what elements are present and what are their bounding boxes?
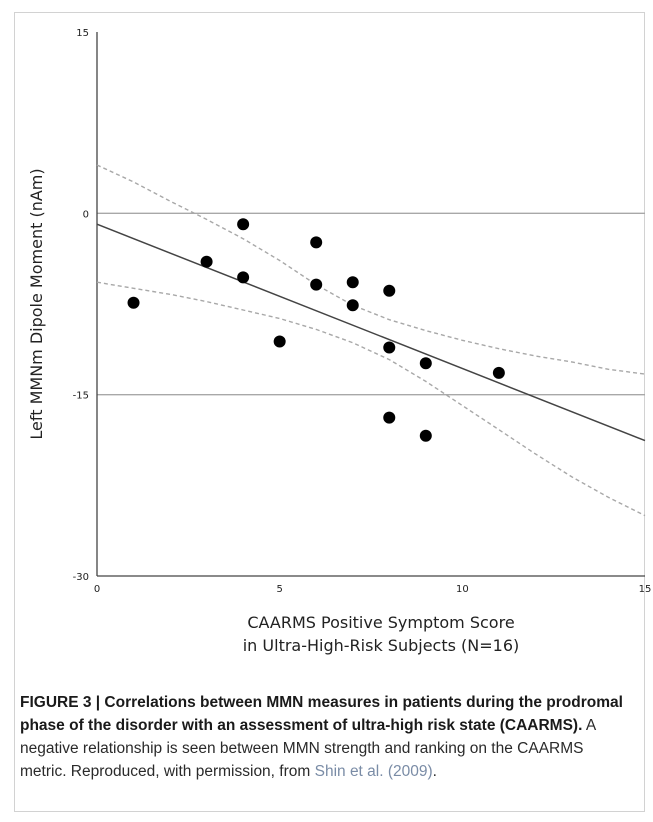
data-point <box>419 357 432 370</box>
tick-labels: 15 0 -15 -30 0 5 10 15 <box>73 28 652 595</box>
y-tick-label: 15 <box>76 28 89 39</box>
x-tick-label: 10 <box>456 584 469 595</box>
y-axis-title: Left MMNm Dipole Moment (nAm) <box>27 168 46 439</box>
x-axis-title-line-1: CAARMS Positive Symptom Score <box>247 613 514 632</box>
data-point <box>273 335 286 348</box>
y-tick-label: -30 <box>73 572 89 583</box>
caption-text: A negative relationship is seen between … <box>20 717 596 780</box>
data-point <box>383 284 396 297</box>
data-point <box>310 236 323 249</box>
data-point <box>310 278 323 291</box>
caption-end: . <box>432 763 437 780</box>
axes <box>96 32 645 577</box>
data-point <box>346 299 359 312</box>
reference-lines <box>97 212 645 396</box>
x-tick-label: 0 <box>94 584 100 595</box>
data-point <box>383 341 396 354</box>
citation-link[interactable]: Shin et al. (2009) <box>314 763 433 780</box>
regression-line <box>96 223 646 442</box>
confidence-band-lower <box>96 281 646 517</box>
data-points <box>127 218 505 442</box>
x-tick-label: 15 <box>639 584 652 595</box>
x-axis-title-line-2: in Ultra-High-Risk Subjects (N=16) <box>243 636 520 655</box>
caption-title: FIGURE 3 | Correlations between MMN meas… <box>20 694 623 734</box>
data-point <box>127 296 140 309</box>
data-point <box>237 271 250 284</box>
scatter-chart: 15 0 -15 -30 0 5 10 15 Left MMNm Dipole Moment … <box>27 28 652 655</box>
y-tick-label: -15 <box>73 391 89 402</box>
data-point <box>346 276 359 289</box>
data-point <box>383 411 396 424</box>
x-tick-label: 5 <box>276 584 282 595</box>
data-point <box>237 218 250 231</box>
data-point <box>200 255 213 268</box>
figure-frame <box>14 12 645 812</box>
confidence-band-upper <box>96 164 646 375</box>
data-point <box>492 366 505 379</box>
data-point <box>419 429 432 442</box>
figure-caption: FIGURE 3 | Correlations between MMN meas… <box>20 691 632 783</box>
y-tick-label: 0 <box>83 209 89 220</box>
